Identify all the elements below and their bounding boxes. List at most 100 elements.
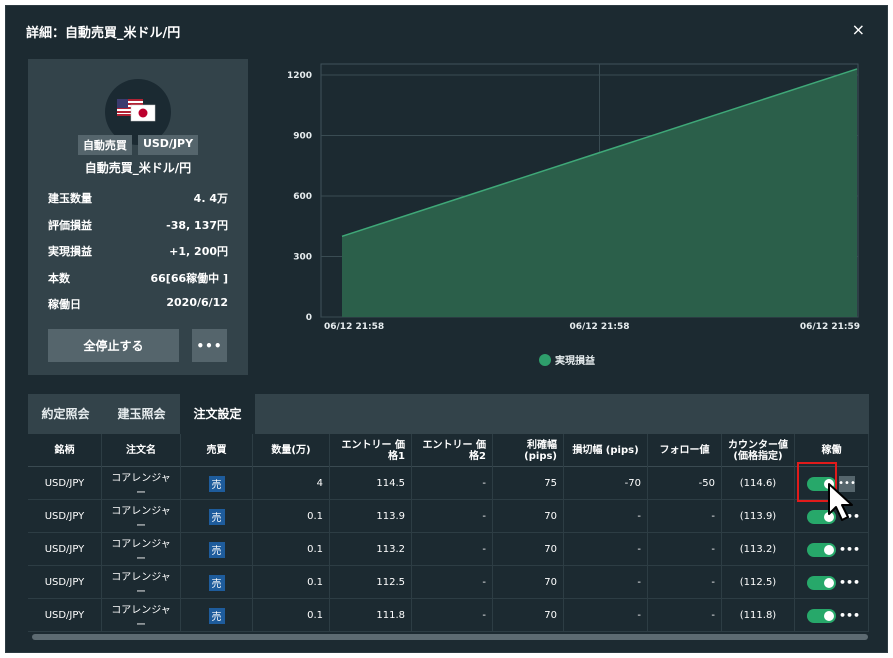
active-toggle[interactable] <box>807 608 836 623</box>
cell-order-name: コアレンジャー <box>102 467 181 500</box>
cell-take-profit: 70 <box>493 500 564 533</box>
cell-stop-loss: - <box>564 500 648 533</box>
cell-symbol: USD/JPY <box>28 467 102 500</box>
toggle-knob <box>824 577 834 588</box>
y-tick-label: 0 <box>306 313 312 323</box>
table-row: USD/JPY コアレンジャー売 0.1 113.9-70- - (113.9) ••• <box>28 500 869 533</box>
cell-take-profit: 70 <box>493 566 564 599</box>
cell-quantity: 0.1 <box>253 500 330 533</box>
cell-counter-value: (111.8) <box>722 599 795 632</box>
header-follow-value[interactable]: フォロー値 <box>648 434 722 467</box>
stat-value: 4. 4万 <box>193 192 228 205</box>
cell-counter-value: (113.9) <box>722 500 795 533</box>
row-more-button[interactable]: ••• <box>838 475 856 492</box>
stat-value: 66[66稼働中 ] <box>150 271 229 285</box>
header-side[interactable]: 売買 <box>181 434 253 467</box>
cell-take-profit: 70 <box>493 599 564 632</box>
header-stop-loss[interactable]: 損切幅 (pips) <box>564 434 648 467</box>
stat-row: 稼働日 2020/6/12 <box>48 296 228 323</box>
order-settings-table: 銘柄 注文名 売買 数量(万) エントリー 価格1 エントリー 価格2 利確幅 (pips)… <box>28 434 869 632</box>
y-tick-label: 300 <box>293 253 312 263</box>
cell-active: ••• <box>795 533 869 566</box>
sell-badge: 売 <box>208 607 225 624</box>
horizontal-scrollbar[interactable] <box>32 634 868 640</box>
cell-entry-price-2: - <box>412 533 493 566</box>
row-more-button[interactable]: ••• <box>839 609 861 622</box>
sell-badge: 売 <box>208 574 225 591</box>
row-more-button[interactable]: ••• <box>839 576 861 589</box>
cell-quantity: 0.1 <box>253 599 330 632</box>
stat-label: 本数 <box>48 271 70 285</box>
stat-row: 建玉数量 4. 4万 <box>48 190 228 217</box>
cell-quantity: 0.1 <box>253 566 330 599</box>
sell-badge: 売 <box>208 508 225 525</box>
cell-symbol: USD/JPY <box>28 500 102 533</box>
tab-executions[interactable]: 約定照会 <box>41 407 90 421</box>
cell-counter-value: (113.2) <box>722 533 795 566</box>
table-header-row: 銘柄 注文名 売買 数量(万) エントリー 価格1 エントリー 価格2 利確幅 (pips)… <box>28 434 869 467</box>
stat-value: 2020/6/12 <box>166 296 228 309</box>
x-tick-label: 06/12 21:59 <box>800 322 860 332</box>
more-options-button[interactable]: ••• <box>192 329 227 362</box>
cell-side: 売 <box>181 566 253 599</box>
cell-order-name: コアレンジャー <box>102 599 181 632</box>
x-tick-label: 06/12 21:58 <box>569 322 629 332</box>
active-toggle[interactable] <box>807 575 836 590</box>
cell-take-profit: 70 <box>493 533 564 566</box>
y-tick-label: 1200 <box>287 71 312 81</box>
cell-entry-price-2: - <box>412 500 493 533</box>
tab-order-settings[interactable]: 注文設定 <box>180 394 255 434</box>
cell-symbol: USD/JPY <box>28 599 102 632</box>
cell-order-name: コアレンジャー <box>102 500 181 533</box>
cell-entry-price-1: 113.9 <box>330 500 412 533</box>
stat-row: 本数 66[66稼働中 ] <box>48 270 228 297</box>
currency-flag-icon <box>105 79 171 145</box>
stop-all-button[interactable]: 全停止する <box>48 329 179 362</box>
stat-value: +1, 200円 <box>169 245 228 258</box>
stat-row: 評価損益 -38, 137円 <box>48 217 228 244</box>
y-tick-label: 900 <box>293 132 312 142</box>
table-row: USD/JPY コアレンジャー売 0.1 111.8-70- - (111.8) ••• <box>28 599 869 632</box>
cell-entry-price-2: - <box>412 467 493 500</box>
cell-counter-value: (114.6) <box>722 467 795 500</box>
summary-stats: 建玉数量 4. 4万 評価損益 -38, 137円 実現損益 +1, 200円 本数 6… <box>48 190 228 323</box>
cell-follow-value: - <box>648 566 722 599</box>
header-counter-value[interactable]: カウンター値 (価格指定) <box>722 434 795 467</box>
area-fill <box>342 68 857 317</box>
header-quantity[interactable]: 数量(万) <box>253 434 330 467</box>
header-take-profit[interactable]: 利確幅 (pips) <box>493 434 564 467</box>
cell-entry-price-1: 111.8 <box>330 599 412 632</box>
row-more-button[interactable]: ••• <box>839 543 861 556</box>
cell-follow-value: - <box>648 599 722 632</box>
header-active[interactable]: 稼働 <box>795 434 869 467</box>
cell-counter-value: (112.5) <box>722 566 795 599</box>
table-row: USD/JPY コアレンジャー 売 4 114.5-75 -70 -50 (114.6) ••• <box>28 467 869 500</box>
stat-label: 実現損益 <box>48 245 92 258</box>
cell-stop-loss: - <box>564 566 648 599</box>
cell-side: 売 <box>181 599 253 632</box>
cell-active: ••• <box>795 599 869 632</box>
active-toggle[interactable] <box>807 542 836 557</box>
cell-quantity: 4 <box>253 467 330 500</box>
header-entry-price-1[interactable]: エントリー 価格1 <box>330 434 412 467</box>
close-icon[interactable]: × <box>851 20 865 39</box>
cell-take-profit: 75 <box>493 467 564 500</box>
cell-follow-value: - <box>648 533 722 566</box>
dialog-title: 詳細：自動売買_米ドル/円 <box>26 26 181 41</box>
x-tick-label: 06/12 21:58 <box>324 322 384 332</box>
stat-value: -38, 137円 <box>166 218 228 232</box>
table-row: USD/JPY コアレンジャー売 0.1 112.5-70- - (112.5) ••• <box>28 566 869 599</box>
header-symbol[interactable]: 銘柄 <box>28 434 102 467</box>
cell-entry-price-1: 113.2 <box>330 533 412 566</box>
header-order-name[interactable]: 注文名 <box>102 434 181 467</box>
detail-dialog: 詳細：自動売買_米ドル/円 × 自動売買 <box>5 5 888 653</box>
cell-entry-price-2: - <box>412 566 493 599</box>
tab-positions[interactable]: 建玉照会 <box>117 407 166 421</box>
header-entry-price-2[interactable]: エントリー 価格2 <box>412 434 493 467</box>
cell-stop-loss: - <box>564 599 648 632</box>
tab-bar: 約定照会 建玉照会 注文設定 <box>28 394 869 434</box>
cell-follow-value: - <box>648 500 722 533</box>
cell-quantity: 0.1 <box>253 533 330 566</box>
legend-swatch <box>539 353 551 366</box>
chart-legend: 実現損益 <box>539 352 595 367</box>
